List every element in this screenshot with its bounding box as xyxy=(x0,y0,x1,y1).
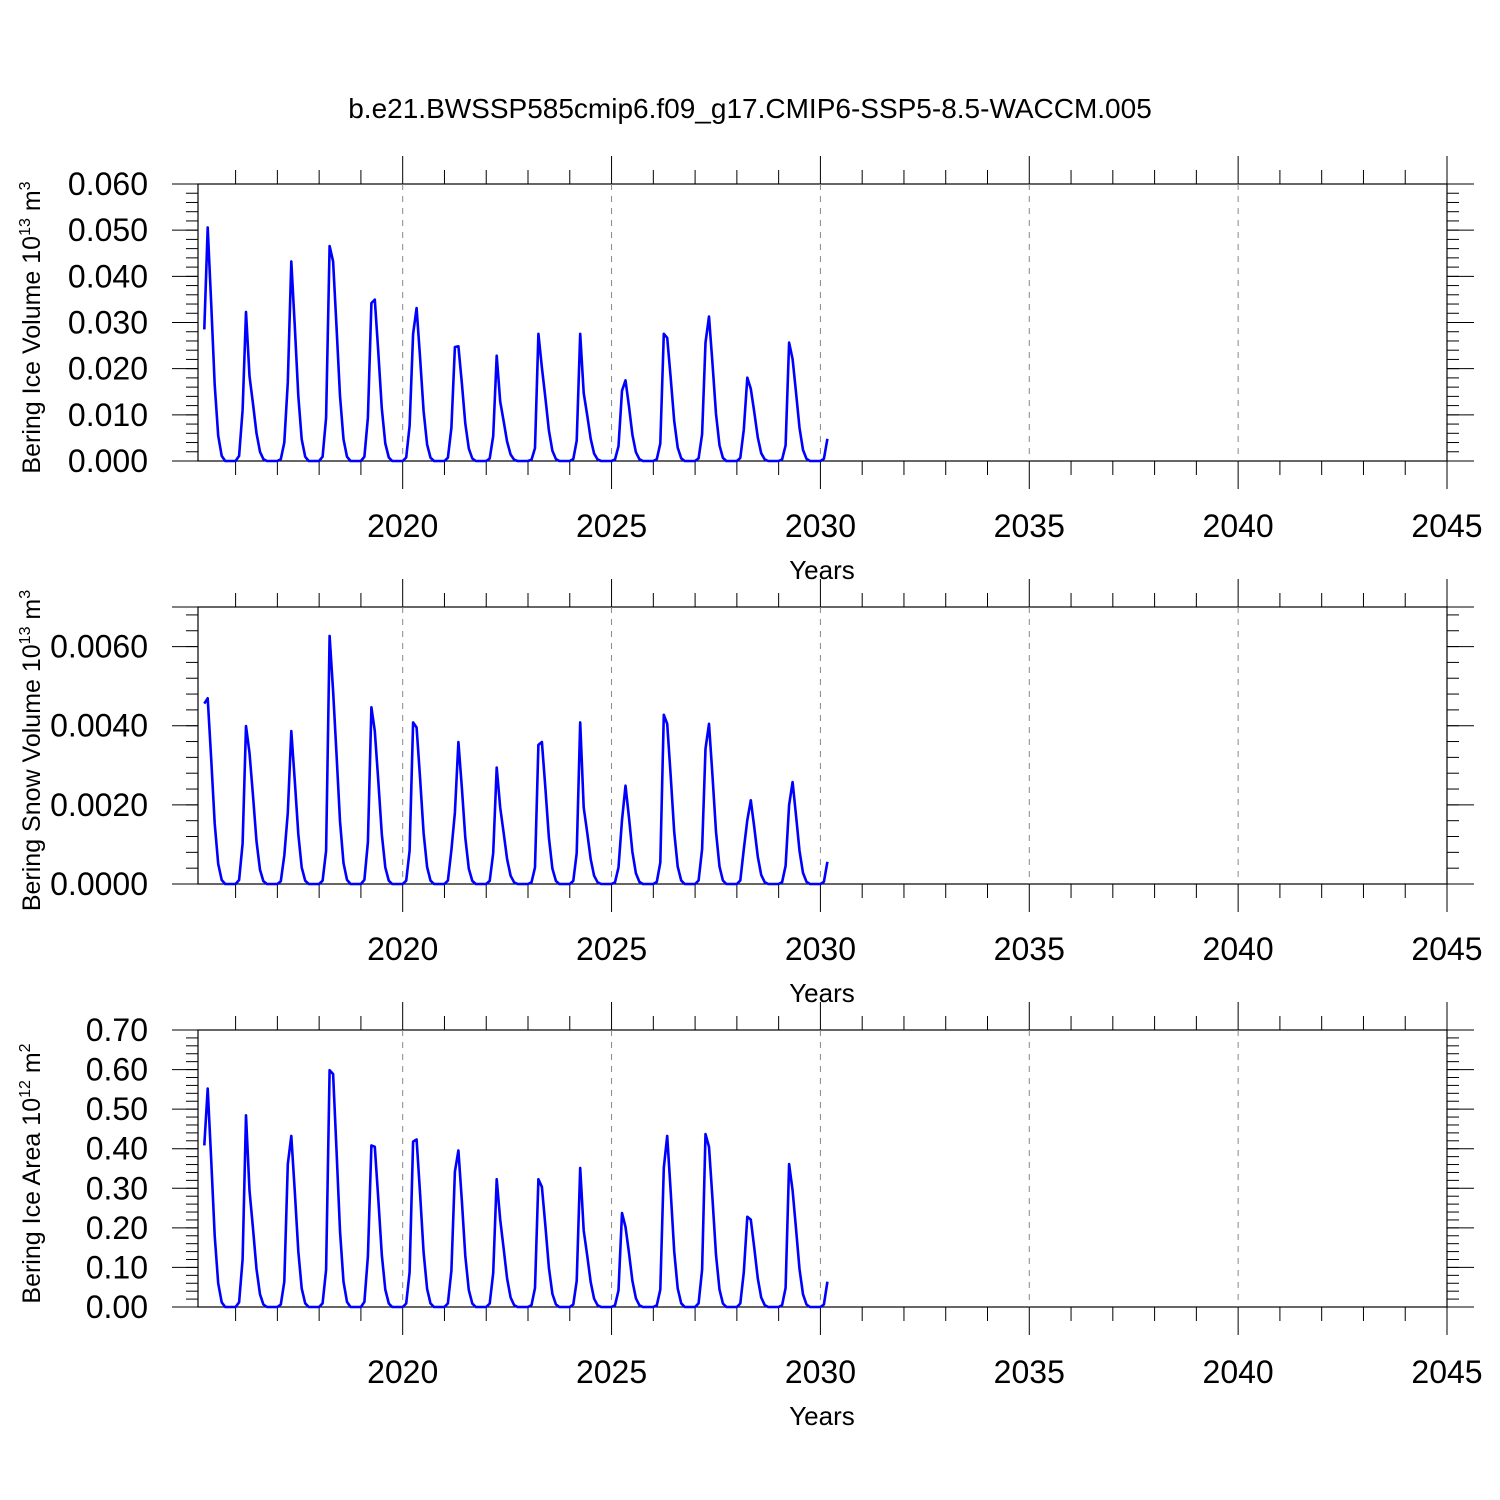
y-axis-label: Bering Snow Volume 1013 m3 xyxy=(17,590,46,911)
x-axis-label: Years xyxy=(789,555,855,585)
x-tick-label: 2025 xyxy=(576,931,647,967)
y-tick-label: 0.030 xyxy=(68,305,148,341)
panel-ice-area: 2020 2025 2030 2035 2040 2045 0.00 0.100.20 0.30… xyxy=(17,1002,1483,1431)
x-tick-label: 2040 xyxy=(1203,931,1274,967)
x-tick-label: 2020 xyxy=(367,931,438,967)
x-tick-label: 2045 xyxy=(1411,1354,1482,1390)
y-tick-label: 0.00 xyxy=(86,1289,148,1325)
x-tick-label: 2030 xyxy=(785,508,856,544)
y-tick-label: 0.060 xyxy=(68,166,148,202)
plot-frame xyxy=(197,1029,1448,1308)
y-tick-label: 0.0000 xyxy=(50,866,148,902)
y-tick-label: 0.0060 xyxy=(50,629,148,665)
x-tick-label: 2020 xyxy=(367,508,438,544)
y-tick-label: 0.10 xyxy=(86,1249,148,1285)
y-tick-label: 0.30 xyxy=(86,1170,148,1206)
x-tick-label: 2035 xyxy=(994,508,1065,544)
x-tick-label: 2045 xyxy=(1411,508,1482,544)
y-tick-label: 0.000 xyxy=(68,443,148,479)
panels: 2020 2025 2030 2035 2040 2045 0.000 0.010 0.020 0… xyxy=(17,156,1483,1431)
x-axis-label: Years xyxy=(789,1401,855,1431)
y-tick-label: 0.70 xyxy=(86,1012,148,1048)
x-tick-label: 2020 xyxy=(367,1354,438,1390)
panel-snow-volume: 2020 2025 2030 2035 2040 2045 0.0000 0.0020 0.00… xyxy=(17,579,1483,1008)
panel-ice-volume: 2020 2025 2030 2035 2040 2045 0.000 0.010 0.020 0… xyxy=(17,156,1483,585)
y-tick-label: 0.60 xyxy=(86,1052,148,1088)
y-tick-label: 0.20 xyxy=(86,1210,148,1246)
series-line-ice-area xyxy=(203,1068,829,1309)
series-line-snow-volume xyxy=(203,634,829,886)
plot-frame xyxy=(197,606,1448,885)
y-tick-label: 0.040 xyxy=(68,258,148,294)
x-tick-label: 2025 xyxy=(576,1354,647,1390)
y-axis-label: Bering Ice Area 1012 m2 xyxy=(17,1043,46,1303)
y-tick-label: 0.40 xyxy=(86,1131,148,1167)
x-tick-label: 2035 xyxy=(994,1354,1065,1390)
x-tick-label: 2030 xyxy=(785,1354,856,1390)
y-tick-label: 0.0020 xyxy=(50,787,148,823)
series-line-ice-volume xyxy=(203,226,829,463)
y-tick-label: 0.0040 xyxy=(50,708,148,744)
x-tick-label: 2035 xyxy=(994,931,1065,967)
x-tick-label: 2045 xyxy=(1411,931,1482,967)
chart-title: b.e21.BWSSP585cmip6.f09_g17.CMIP6-SSP5-8… xyxy=(348,93,1152,124)
y-tick-label: 0.050 xyxy=(68,212,148,248)
x-tick-label: 2040 xyxy=(1203,1354,1274,1390)
x-tick-label: 2025 xyxy=(576,508,647,544)
y-tick-label: 0.020 xyxy=(68,351,148,387)
x-axis-label: Years xyxy=(789,978,855,1008)
y-axis-label: Bering Ice Volume 1013 m3 xyxy=(17,181,46,473)
y-tick-label: 0.010 xyxy=(68,397,148,433)
x-tick-label: 2040 xyxy=(1203,508,1274,544)
plot-frame xyxy=(197,183,1448,462)
x-tick-label: 2030 xyxy=(785,931,856,967)
y-tick-label: 0.50 xyxy=(86,1091,148,1127)
